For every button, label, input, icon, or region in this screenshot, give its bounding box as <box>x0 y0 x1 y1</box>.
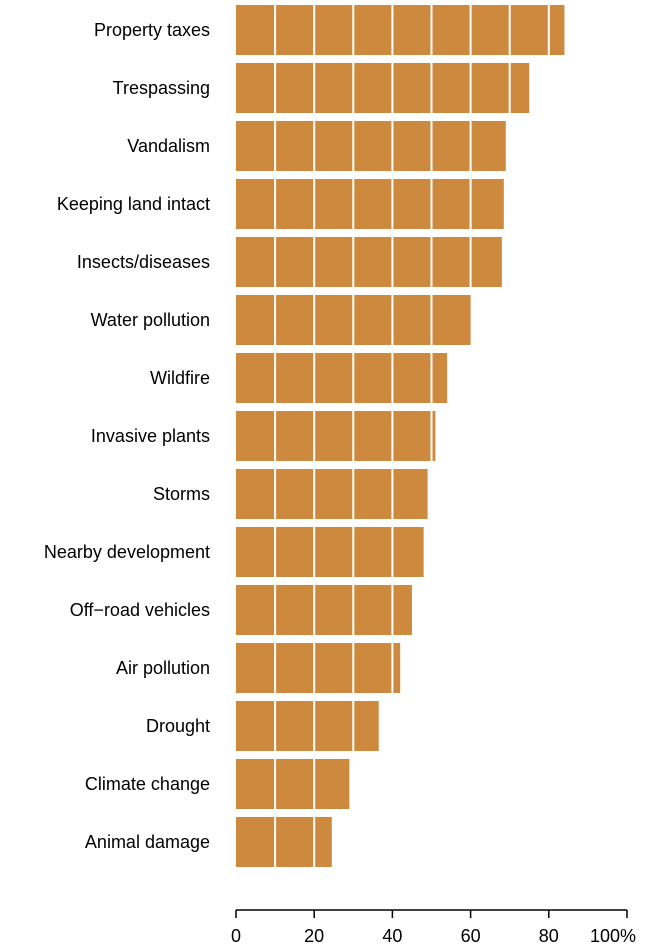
bar <box>236 817 332 867</box>
category-label: Nearby development <box>44 542 210 562</box>
segment-dividers <box>274 5 550 867</box>
category-label: Keeping land intact <box>57 194 210 214</box>
x-axis: 0 20 40 60 80 100% <box>231 909 636 946</box>
category-label: Climate change <box>85 774 210 794</box>
bar <box>236 5 565 55</box>
category-label: Vandalism <box>127 136 210 156</box>
category-label: Wildfire <box>150 368 210 388</box>
category-label: Property taxes <box>94 20 210 40</box>
category-label: Off−road vehicles <box>70 600 210 620</box>
bar <box>236 63 530 113</box>
bar <box>236 411 436 461</box>
x-tick-label: 80 <box>539 926 559 946</box>
x-tick-label: 40 <box>382 926 402 946</box>
x-tick-label: 60 <box>461 926 481 946</box>
bar <box>236 179 504 229</box>
x-tick-label: 100% <box>590 926 636 946</box>
category-label: Animal damage <box>85 832 210 852</box>
x-tick-label: 20 <box>304 926 324 946</box>
bar <box>236 759 350 809</box>
bar <box>236 469 428 519</box>
category-label: Invasive plants <box>91 426 210 446</box>
bar <box>236 643 401 693</box>
category-label: Drought <box>146 716 210 736</box>
x-tick-label: 0 <box>231 926 241 946</box>
bar <box>236 353 448 403</box>
bar <box>236 585 412 635</box>
bar <box>236 121 506 171</box>
category-label: Trespassing <box>113 78 210 98</box>
category-labels: Property taxes Trespassing Vandalism Keepin… <box>44 20 210 852</box>
category-label: Air pollution <box>116 658 210 678</box>
bar <box>236 237 502 287</box>
category-label: Storms <box>153 484 210 504</box>
bar <box>236 527 424 577</box>
category-label: Insects/diseases <box>77 252 210 272</box>
bars-group <box>236 5 565 867</box>
bar <box>236 701 379 751</box>
category-label: Water pollution <box>91 310 210 330</box>
